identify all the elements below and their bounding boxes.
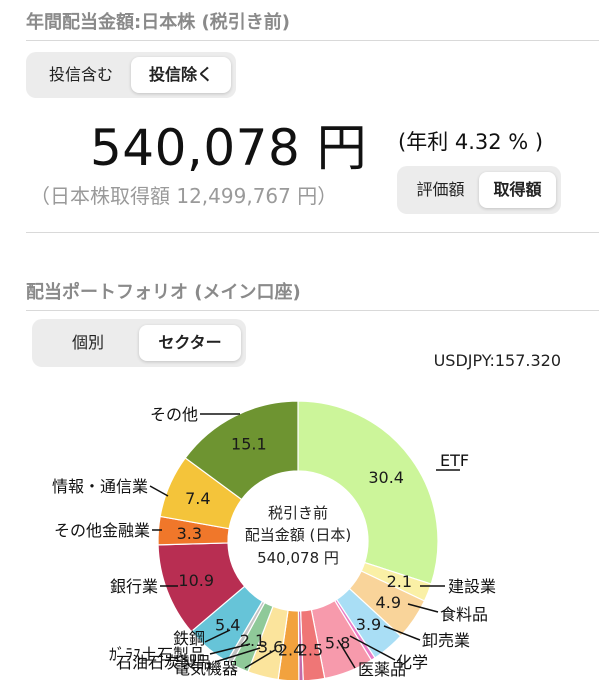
donut-slice — [335, 587, 402, 659]
slice-value-label: 2.1 — [387, 572, 412, 591]
sector-name-label: 食料品 — [440, 605, 488, 624]
slice-value-label: 10.9 — [178, 571, 214, 590]
slice-value-label: 5.4 — [215, 615, 240, 634]
slice-value-label: 7.4 — [185, 489, 210, 508]
sector-name-label: 電気機器 — [174, 659, 238, 678]
market-value-option[interactable]: 評価額 — [416, 180, 465, 199]
donut-slice — [184, 400, 299, 501]
slice-value-label: 3.6 — [258, 638, 283, 657]
slice-value-label: 4.9 — [376, 593, 401, 612]
donut-slice — [360, 561, 432, 602]
divider — [26, 40, 599, 41]
leader-line — [209, 643, 251, 655]
slice-value-label: 2.4 — [278, 641, 303, 660]
slice-value-label: 30.4 — [368, 468, 404, 487]
sector-name-label: 医薬品 — [358, 660, 406, 679]
sector-name-label: ETF — [440, 451, 469, 470]
donut-slice — [230, 601, 274, 673]
leader-line — [383, 625, 421, 641]
dividend-yield: (年利 4.32 % ) — [398, 130, 544, 154]
sector-name-label: 情報・通信業 — [52, 477, 148, 496]
donut-slice — [297, 610, 304, 680]
leader-line — [214, 647, 261, 663]
donut-slice — [277, 609, 300, 680]
leader-line — [204, 629, 231, 643]
donut-slice — [348, 570, 426, 637]
annual-dividend-amount: 540,078 円 — [90, 119, 368, 177]
donut-slice — [190, 585, 264, 663]
dividend-section-title: 年間配当金額:日本株 (税引き前) — [26, 12, 290, 33]
sector-name-label: 建設業 — [448, 577, 496, 596]
cost-basis-option[interactable]: 取得額 — [479, 172, 556, 208]
donut-slice — [159, 457, 243, 530]
donut-slice — [157, 515, 230, 546]
exclude-funds-option[interactable]: 投信除く — [131, 57, 231, 93]
acquisition-cost: （日本株取得額 12,499,767 円） — [30, 184, 338, 208]
portfolio-view-toggle: 個別 セクター — [32, 319, 246, 367]
sector-name-label: 鉄鋼 — [173, 629, 205, 648]
leader-line — [349, 635, 396, 661]
leader-line — [407, 603, 439, 613]
sector-name-label: 石油石炭製品 — [116, 653, 212, 672]
slice-value-label: 3.3 — [177, 524, 202, 543]
sector-option[interactable]: セクター — [139, 325, 241, 361]
sector-name-label: 化学 — [396, 653, 428, 672]
donut-slice — [333, 598, 376, 662]
donut-center-line1: 税引き前 — [268, 504, 328, 522]
value-basis-toggle: 評価額 取得額 — [397, 166, 561, 214]
fund-toggle: 投信含む 投信除く — [26, 52, 236, 98]
leader-line — [244, 649, 276, 669]
leader-line — [149, 485, 169, 497]
leader-line — [337, 639, 356, 669]
donut-slice — [226, 600, 266, 665]
donut-slice — [299, 609, 326, 680]
sector-name-label: 卸売業 — [422, 631, 470, 650]
donut-slice — [247, 605, 289, 680]
donut-slice — [310, 599, 373, 680]
sector-name-label: その他金融業 — [54, 521, 150, 540]
divider — [26, 232, 599, 233]
slice-value-label: 3.9 — [356, 615, 381, 634]
donut-slice — [157, 542, 246, 633]
usdjpy-rate: USDJPY:157.320 — [433, 351, 561, 370]
donut-center-line2: 配当金額 (日本) — [245, 526, 351, 544]
sector-name-label: ｶﾞﾗｽ土石製品 — [109, 645, 205, 664]
sector-name-label: 銀行業 — [110, 577, 158, 596]
portfolio-section-title: 配当ポートフォリオ (メイン口座) — [26, 282, 301, 303]
divider — [26, 310, 599, 311]
slice-value-label: 2.5 — [298, 640, 323, 659]
donut-center-line3: 540,078 円 — [257, 549, 339, 567]
slice-value-label: 15.1 — [231, 435, 267, 454]
include-funds-option[interactable]: 投信含む — [48, 65, 113, 84]
individual-option[interactable]: 個別 — [71, 333, 104, 352]
sector-name-label: その他 — [150, 405, 198, 424]
slice-value-label: 5.8 — [325, 634, 350, 653]
donut-slice — [297, 400, 439, 585]
slice-value-label: 2.1 — [240, 631, 265, 650]
